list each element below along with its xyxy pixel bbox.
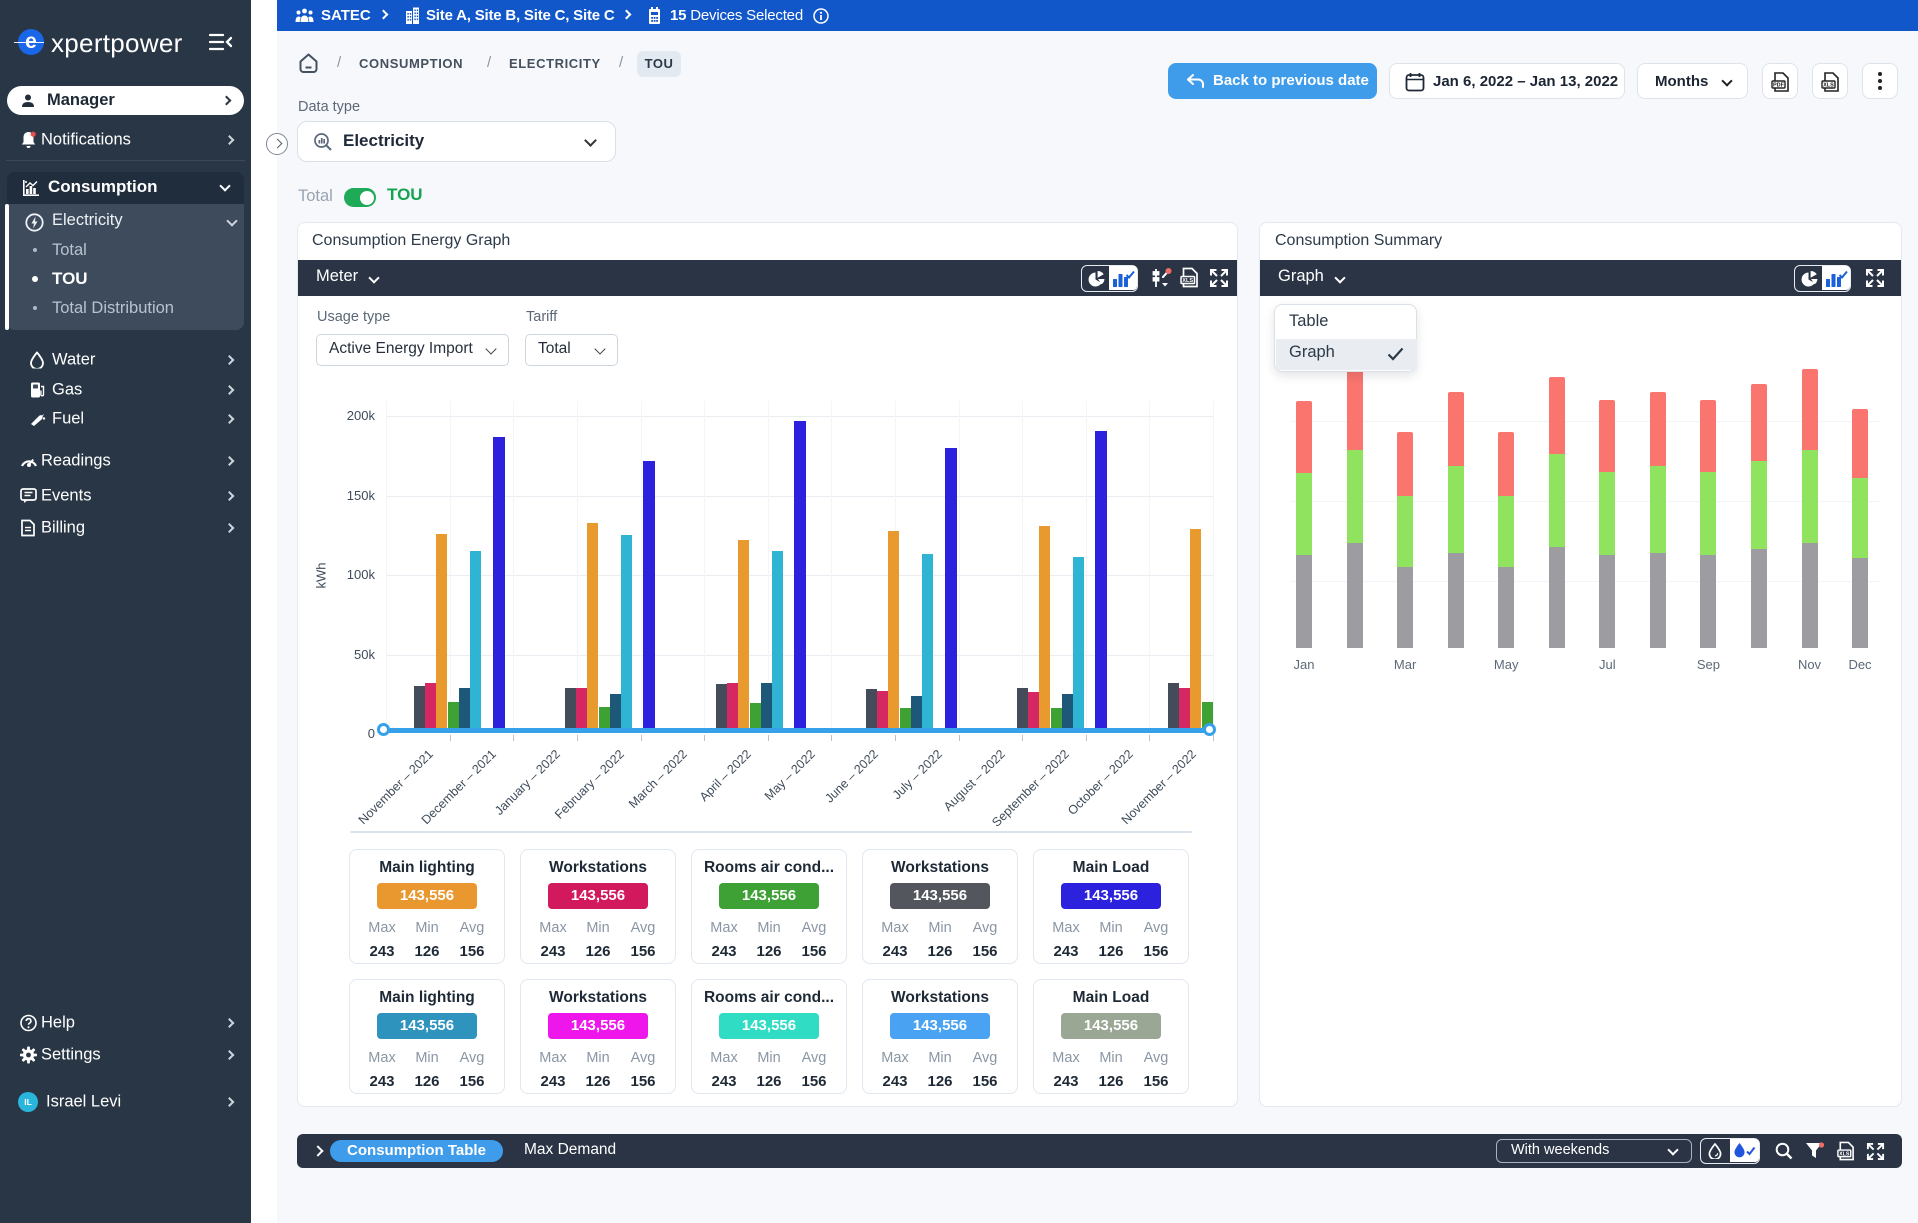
svg-text:XLS: XLS: [1839, 1151, 1850, 1157]
svg-text:XLS: XLS: [1823, 83, 1834, 89]
svg-text:XLS: XLS: [1182, 278, 1193, 284]
svg-text:PDF: PDF: [1773, 83, 1785, 89]
